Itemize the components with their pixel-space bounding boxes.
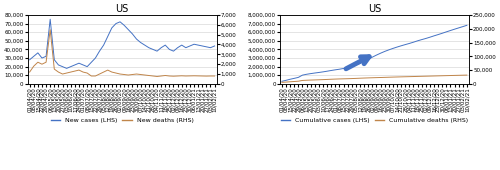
Title: US: US xyxy=(116,4,128,14)
Title: US: US xyxy=(368,4,381,14)
Legend: New cases (LHS), New deaths (RHS): New cases (LHS), New deaths (RHS) xyxy=(48,115,196,126)
Legend: Cumulative cases (LHS), Cumulative deaths (RHS): Cumulative cases (LHS), Cumulative death… xyxy=(278,115,470,126)
